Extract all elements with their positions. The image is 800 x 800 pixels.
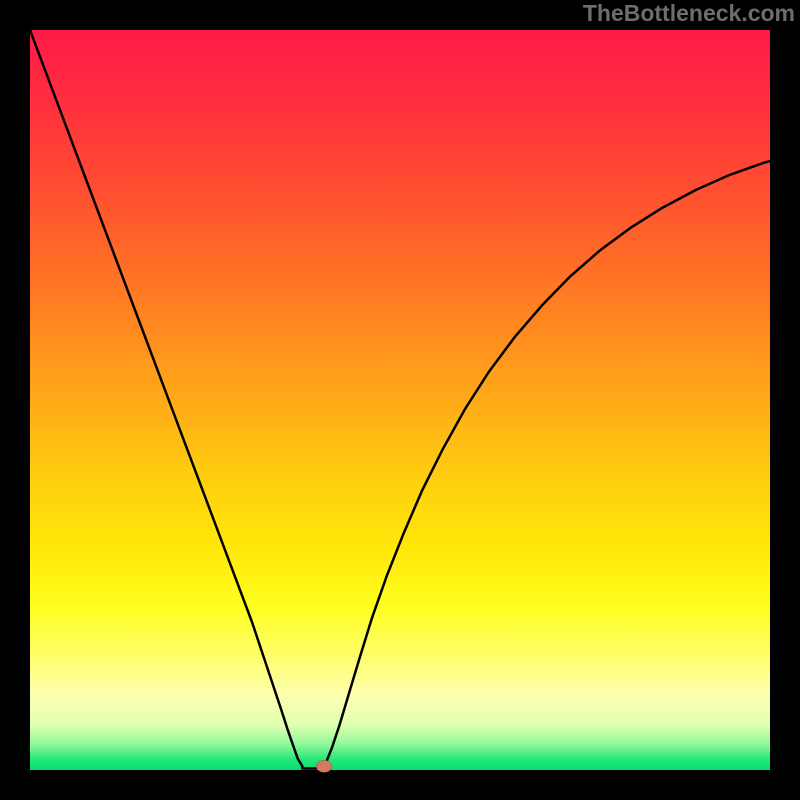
watermark-label: TheBottleneck.com xyxy=(583,0,795,27)
chart-container: TheBottleneck.com xyxy=(0,0,800,800)
plot-background xyxy=(30,30,770,770)
optimum-marker xyxy=(316,760,332,772)
bottleneck-chart xyxy=(0,0,800,800)
